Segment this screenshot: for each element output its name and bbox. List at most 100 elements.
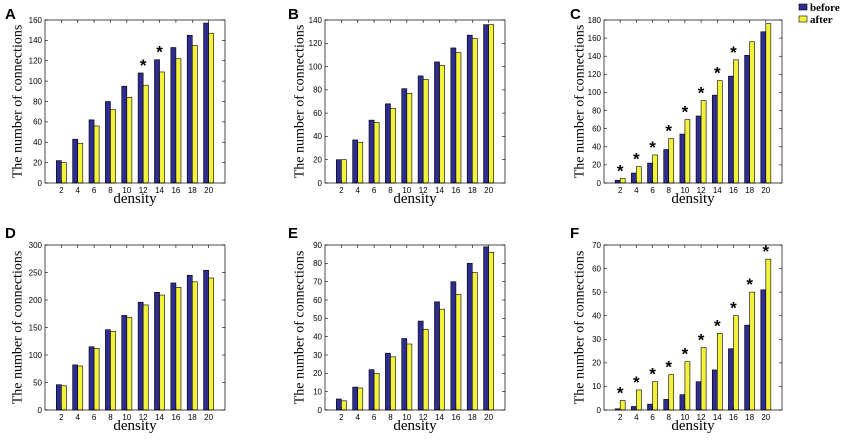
ytick-label-b: 0 (318, 179, 323, 188)
ytick-label-c: 0 (597, 179, 602, 188)
bar-f-after-16 (733, 315, 739, 411)
bar-c-after-6 (652, 154, 658, 184)
plot-area-f (604, 245, 782, 410)
significance-marker-f: * (665, 358, 672, 377)
bar-a-after-6 (93, 125, 100, 184)
panel-label-f: F (570, 225, 579, 242)
legend-swatch-after (798, 15, 808, 23)
bar-b-after-20 (488, 24, 495, 184)
significance-marker-f: * (682, 345, 689, 364)
bar-f-before-8 (663, 399, 670, 411)
ytick-label-a: 40 (33, 138, 42, 147)
panel-b: 0 20 40 60 80 100 120 140 2 4 6 8 10 12 14 16 18 20 The nu… (288, 6, 506, 207)
bar-c-after-20 (765, 23, 772, 184)
xtick-label-f: 20 (761, 413, 770, 422)
xtick-label-e: 14 (435, 413, 444, 422)
ytick-label-b: 120 (309, 39, 323, 48)
bar-b-before-14 (434, 61, 440, 184)
y-axis-label-e: The number of connections (293, 251, 308, 405)
bar-c-before-20 (760, 31, 767, 184)
ytick-label-e: 90 (313, 241, 322, 250)
bar-d-before-14 (154, 291, 160, 411)
xtick-label-d: 14 (155, 413, 164, 422)
bar-b-after-10 (406, 93, 413, 184)
ytick-label-b: 20 (313, 156, 322, 165)
bar-f-after-4 (636, 389, 642, 411)
xtick-label-e: 18 (468, 413, 477, 422)
ytick-label-d: 100 (29, 351, 43, 360)
xtick-label-f: 10 (680, 413, 689, 422)
xtick-label-e: 20 (484, 413, 493, 422)
significance-marker-c: * (698, 84, 705, 103)
panel-d: 0 50 100 150 200 250 300 2 4 6 8 10 12 14 16 18 20 The nu… (5, 225, 226, 434)
xtick-label-c: 14 (713, 186, 722, 195)
y-axis-label-b: The number of connections (293, 25, 308, 179)
xtick-label-c: 10 (680, 186, 689, 195)
axes-box-a (44, 19, 226, 184)
ytick-label-b: 80 (313, 86, 322, 95)
bar-a-before-16 (170, 47, 177, 184)
ytick-label-b: 40 (313, 132, 322, 141)
ytick-label-e: 30 (313, 351, 322, 360)
ytick-label-f: 20 (592, 359, 601, 368)
bar-a-before-8 (105, 101, 111, 184)
bar-f-before-10 (679, 394, 686, 411)
significance-marker-f: * (763, 242, 770, 261)
bar-d-after-20 (208, 277, 215, 411)
bar-d-before-12 (137, 301, 144, 411)
bar-e-after-4 (357, 387, 364, 411)
bar-f-after-8 (668, 374, 675, 411)
xtick-label-e: 2 (339, 413, 344, 422)
ytick-label-b: 60 (313, 109, 322, 118)
axes-box-b (324, 19, 506, 184)
bar-b-before-18 (466, 34, 473, 184)
panel-c: 0 20 40 60 80 100 120 140 160 180 2 4 6 8 10 12 14 16 18 20… (570, 6, 783, 207)
bar-c-before-8 (663, 149, 670, 184)
legend-label-before: before (810, 2, 840, 14)
bar-d-after-12 (142, 304, 149, 411)
panel-f: 0 10 20 30 40 50 60 70 2 4 6 8 10 12 14 16 18 20 The numbe… (570, 225, 783, 434)
ytick-label-a: 80 (33, 97, 42, 106)
bar-f-after-10 (684, 361, 691, 411)
bar-e-before-14 (434, 301, 440, 411)
xtick-label-d: 10 (122, 413, 131, 422)
xtick-label-b: 18 (468, 186, 477, 195)
bar-f-before-20 (760, 289, 767, 411)
bar-a-after-2 (61, 162, 67, 184)
xtick-label-e: 10 (402, 413, 411, 422)
bar-c-before-4 (631, 172, 637, 184)
ytick-label-d: 50 (33, 378, 42, 387)
bar-e-after-2 (341, 400, 347, 411)
xtick-label-b: 2 (339, 186, 344, 195)
significance-marker-f: * (649, 365, 656, 384)
bar-f-after-18 (749, 291, 755, 411)
x-axis-label-f: density (671, 418, 715, 434)
bar-b-after-6 (373, 122, 380, 184)
xtick-label-b: 16 (451, 186, 460, 195)
bar-e-before-16 (450, 281, 457, 411)
ytick-label-a: 20 (33, 158, 42, 167)
ytick-label-d: 250 (29, 268, 43, 277)
bar-b-before-6 (368, 119, 375, 184)
xtick-label-f: 6 (650, 413, 655, 422)
xtick-label-f: 2 (618, 413, 623, 422)
bar-c-after-14 (716, 80, 723, 184)
ytick-label-e: 60 (313, 296, 322, 305)
ytick-label-a: 120 (29, 57, 43, 66)
xtick-label-d: 20 (204, 413, 213, 422)
bar-f-before-6 (647, 403, 653, 411)
panel-label-d: D (5, 225, 16, 242)
significance-marker-c: * (633, 150, 640, 169)
bar-b-before-12 (417, 75, 424, 184)
xtick-label-e: 6 (372, 413, 377, 422)
xtick-label-e: 12 (419, 413, 428, 422)
bar-d-before-8 (105, 329, 111, 411)
bar-e-after-8 (390, 356, 396, 411)
y-axis-label-f: The number of connections (573, 251, 588, 405)
bar-a-after-10 (126, 97, 133, 184)
bar-a-before-14 (154, 59, 160, 184)
ytick-label-f: 50 (592, 288, 601, 297)
xtick-label-d: 12 (139, 413, 148, 422)
bar-b-after-18 (471, 38, 478, 184)
